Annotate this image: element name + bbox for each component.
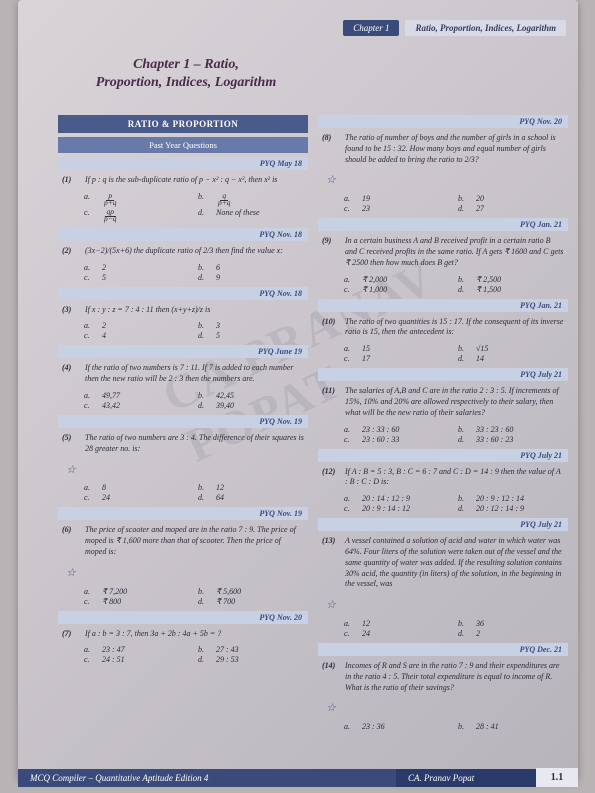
pyq-label: PYQ Nov. 18 xyxy=(58,228,308,241)
page: Chapter 1 Ratio, Proportion, Indices, Lo… xyxy=(18,0,578,780)
page-number: 1.1 xyxy=(536,768,578,787)
main-heading: Chapter 1 – Ratio, Proportion, Indices, … xyxy=(76,56,296,92)
star-icon: ☆ xyxy=(62,566,80,581)
pyq-label: PYQ May 18 xyxy=(58,157,308,170)
right-column: PYQ Nov. 20 (8)The ratio of number of bo… xyxy=(318,115,568,740)
left-column: RATIO & PROPORTION Past Year Questions P… xyxy=(58,115,308,740)
star-icon: ☆ xyxy=(62,463,80,478)
star-icon: ☆ xyxy=(322,701,340,716)
options: a.pp+q b.qp+q c.qpp−q d.None of these xyxy=(58,191,308,226)
star-icon: ☆ xyxy=(322,598,340,613)
section-header: RATIO & PROPORTION xyxy=(58,115,308,133)
chapter-tab: Chapter 1 xyxy=(343,20,399,36)
chapter-title: Ratio, Proportion, Indices, Logarithm xyxy=(405,20,566,36)
top-bar: Chapter 1 Ratio, Proportion, Indices, Lo… xyxy=(343,20,566,36)
heading-line2: Proportion, Indices, Logarithm xyxy=(96,75,276,90)
q-number: (1) xyxy=(62,175,80,186)
heading-line1: Chapter 1 – Ratio, xyxy=(133,57,239,72)
footer: MCQ Compiler – Quantitative Aptitude Edi… xyxy=(18,768,578,787)
footer-left: MCQ Compiler – Quantitative Aptitude Edi… xyxy=(18,769,396,787)
star-icon: ☆ xyxy=(322,173,340,188)
question: (1) If p : q is the sub-duplicate ratio o… xyxy=(58,172,308,189)
footer-mid: CA. Pranav Popat xyxy=(396,769,536,787)
columns: RATIO & PROPORTION Past Year Questions P… xyxy=(58,115,568,740)
q-text: If p : q is the sub-duplicate ratio of p… xyxy=(85,175,304,186)
sub-header: Past Year Questions xyxy=(58,137,308,153)
